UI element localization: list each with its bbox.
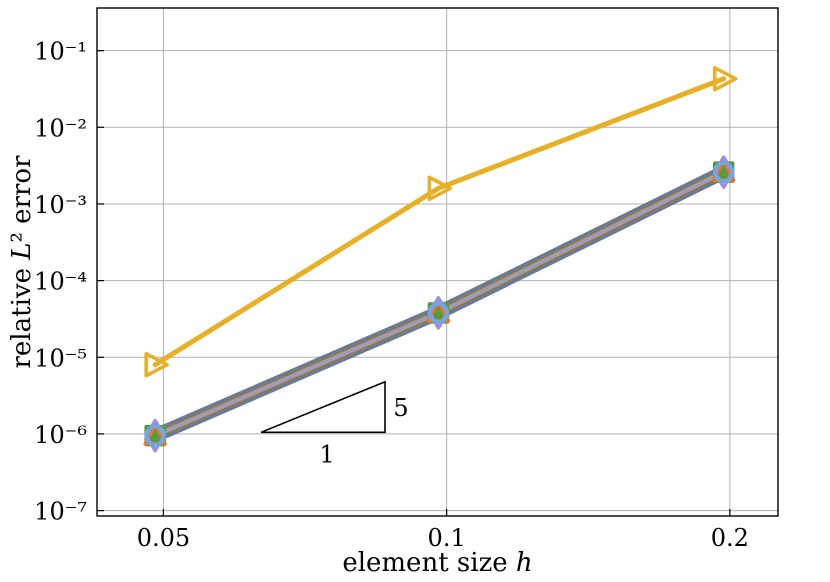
series-5-marker-circle [712,161,735,183]
slope-run-label: 1 [319,440,334,468]
y-axis-label: relative L² error [7,155,37,369]
x-axis-label: element size h [342,548,532,578]
x-tick-label: 0.1 [428,524,466,552]
slope-rise-label: 5 [393,394,408,422]
x-tick-label: 0.2 [711,524,749,552]
y-tick-label: 10⁻⁷ [34,498,87,526]
y-tick-label: 10⁻⁵ [34,344,87,372]
series-5-marker-circle [427,302,450,324]
y-tick-label: 10⁻³ [34,191,87,219]
y-tick-label: 10⁻¹ [34,38,87,66]
y-axis-ticks: 10⁻⁷ 10⁻⁶ 10⁻⁵ 10⁻⁴ 10⁻³ 10⁻² 10⁻¹ [34,38,104,526]
x-tick-label: 0.05 [137,524,190,552]
y-tick-label: 10⁻⁴ [34,268,87,296]
x-axis-ticks: 0.05 0.1 0.2 [137,509,749,552]
slope-triangle-shape [260,380,386,434]
series-lines [148,76,731,443]
series-6-marker-triangle-right [144,351,169,378]
y-tick-label: 10⁻² [34,114,87,142]
plot-frame [96,7,779,517]
series-5-marker-circle [144,424,166,447]
series-6-marker-triangle-right [427,175,453,202]
series-line-6 [152,76,727,368]
y-tick-label: 10⁻⁶ [34,421,87,449]
grid-lines [97,8,778,516]
slope-triangle: 1 5 [260,380,409,468]
series-6-marker-triangle-right [712,65,738,92]
series-markers [143,65,738,453]
